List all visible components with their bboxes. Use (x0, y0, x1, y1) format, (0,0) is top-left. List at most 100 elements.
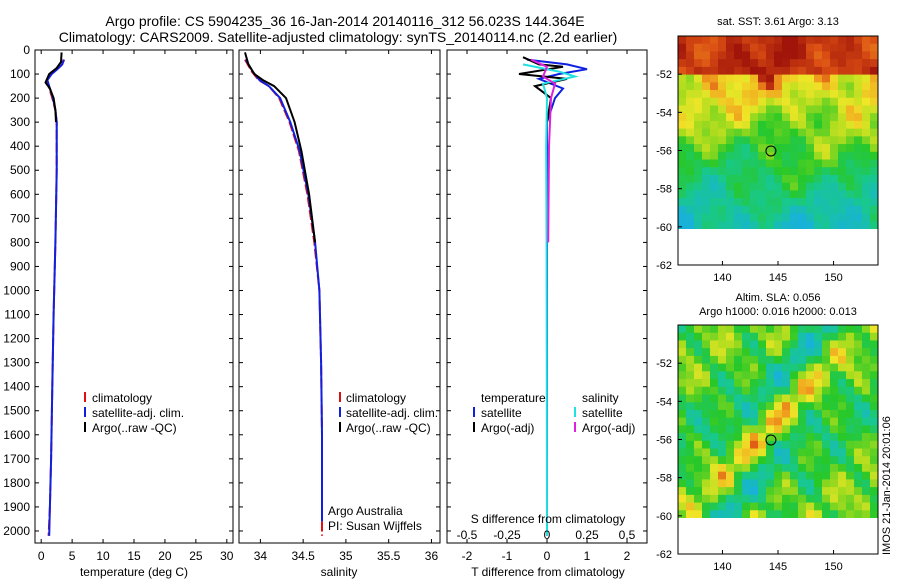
heatmap-cell (718, 340, 727, 349)
heatmap-cell (782, 348, 791, 357)
lat-tick-label: -58 (656, 473, 672, 485)
heatmap-cell (830, 90, 839, 99)
heatmap-cell (766, 363, 775, 372)
sla-map-subtitle: Argo h1000: 0.016 h2000: 0.013 (699, 306, 857, 318)
heatmap-cell (750, 494, 759, 504)
heatmap-cell (766, 348, 775, 357)
heatmap-cell (790, 325, 799, 334)
heatmap-cell (854, 363, 863, 372)
heatmap-cell (766, 66, 775, 76)
heatmap-cell (854, 379, 863, 388)
heatmap-cell (710, 425, 719, 434)
heatmap-cell (678, 348, 687, 357)
heatmap-cell (742, 113, 751, 122)
heatmap-cell (726, 456, 735, 465)
heatmap-cell (710, 182, 719, 191)
heatmap-cell (702, 363, 711, 372)
heatmap-cell (854, 325, 863, 334)
heatmap-cell (790, 66, 799, 76)
heatmap-cell (702, 479, 711, 488)
heatmap-cell (726, 487, 735, 496)
heatmap-cell (782, 332, 791, 342)
heatmap-cell (830, 151, 839, 161)
difference-depth-ticks (447, 49, 647, 532)
heatmap-cell (766, 159, 775, 168)
heatmap-cell (814, 159, 823, 168)
heatmap-cell (806, 471, 815, 480)
heatmap-cell (686, 456, 695, 465)
heatmap-cell (718, 379, 727, 388)
heatmap-cell (862, 82, 871, 91)
heatmap-cell (854, 332, 863, 342)
heatmap-cell (798, 59, 807, 68)
heatmap-cell (854, 205, 863, 215)
heatmap-cell (830, 402, 839, 411)
heatmap-cell (846, 59, 855, 68)
heatmap-cell (702, 394, 711, 403)
heatmap-cell (798, 510, 807, 518)
heatmap-cell (862, 167, 871, 176)
heatmap-cell (758, 97, 767, 107)
heatmap-cell (678, 479, 687, 488)
heatmap-cell (806, 479, 815, 488)
heatmap-cell (862, 221, 871, 229)
heatmap-cell (694, 479, 703, 488)
heatmap-cell (782, 448, 791, 457)
heatmap-cell (806, 402, 815, 411)
heatmap-cell (694, 128, 703, 137)
heatmap-cell (694, 355, 703, 365)
heatmap-cell (758, 205, 767, 215)
heatmap-cell (710, 205, 719, 215)
heatmap-cell (862, 159, 871, 168)
heatmap-cell (710, 355, 719, 365)
heatmap-cell (718, 90, 727, 99)
heatmap-cell (814, 190, 823, 199)
heatmap-cell (774, 136, 783, 145)
heatmap-cell (718, 471, 727, 480)
salinity-axis-ticks: 34 34.5 35 35.5 36 (254, 50, 438, 563)
salinity-profiles (244, 52, 323, 536)
heatmap-cell (814, 471, 823, 480)
heatmap-cell (774, 151, 783, 161)
heatmap-cell (750, 82, 759, 91)
heatmap-cell (726, 348, 735, 357)
heatmap-cell (726, 332, 735, 342)
heatmap-cell (726, 213, 735, 222)
heatmap-cell (702, 205, 711, 215)
heatmap-cell (694, 463, 703, 473)
heatmap-cell (758, 159, 767, 168)
heatmap-cell (718, 113, 727, 122)
heatmap-cell (694, 190, 703, 199)
heatmap-cell (846, 510, 855, 518)
heatmap-cell (846, 471, 855, 480)
heatmap-cell (814, 425, 823, 434)
heatmap-cell (726, 386, 735, 396)
heatmap-cell (694, 409, 703, 419)
heatmap-cell (758, 409, 767, 419)
heatmap-cell (718, 205, 727, 215)
heatmap-cell (790, 213, 799, 222)
lat-tick-label: -62 (656, 549, 672, 561)
heatmap-cell (678, 213, 687, 222)
heatmap-cell (790, 425, 799, 434)
heatmap-cell (686, 105, 695, 114)
heatmap-cell (814, 371, 823, 380)
heatmap-cell (822, 66, 831, 76)
heatmap-cell (790, 128, 799, 137)
annotation-argo-australia: Argo Australia (328, 504, 403, 518)
heatmap-cell (846, 167, 855, 176)
heatmap-cell (734, 494, 743, 504)
title-line-2: Climatology: CARS2009. Satellite-adjuste… (59, 29, 617, 45)
temperature-profiles (44, 52, 66, 536)
heatmap-cell (702, 43, 711, 53)
heatmap-cell (750, 190, 759, 199)
sla-map-panel: Altim. SLA: 0.056 Argo h1000: 0.016 h200… (656, 292, 879, 573)
heatmap-cell (782, 386, 791, 396)
heatmap-cell (838, 159, 847, 168)
heatmap-cell (678, 386, 687, 396)
heatmap-cell (686, 190, 695, 199)
heatmap-cell (750, 433, 759, 442)
heatmap-cell (734, 348, 743, 357)
heatmap-cell (766, 448, 775, 457)
legend-label-argo: Argo(..raw -QC) (92, 421, 177, 435)
